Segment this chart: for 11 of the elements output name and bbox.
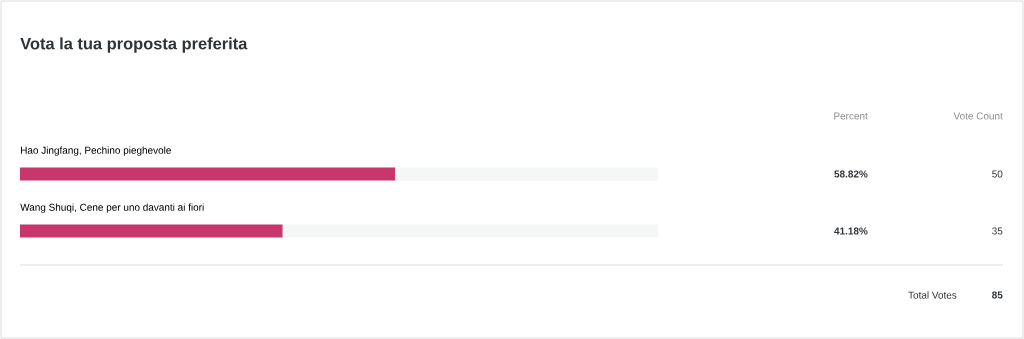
data-label: 58.82% — [834, 170, 868, 178]
text: 85 — [992, 291, 1003, 299]
text: Vote Count — [953, 112, 1003, 120]
text: Percent — [834, 112, 868, 120]
text: 35 — [992, 227, 1003, 235]
data-label: 41.18% — [834, 227, 868, 235]
y-tick-label: Hao Jingfang, Pechino pieghevole — [21, 146, 171, 156]
y-tick-label: Wang Shuqi, Cene per uno davanti ai fiori — [20, 203, 204, 213]
text: 50 — [992, 170, 1003, 178]
chart-title: Vota la tua proposta preferita — [20, 37, 248, 53]
text: Total Votes — [908, 291, 957, 299]
